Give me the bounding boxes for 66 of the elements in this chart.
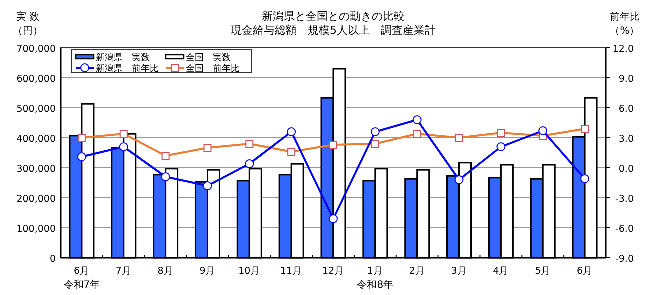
point <box>161 172 170 182</box>
x-tick-label: 6月 <box>577 266 594 277</box>
y-tick-label: 100,000 <box>16 224 56 235</box>
x-tick-label: 11月 <box>280 266 303 277</box>
y2-tick-label: 6.0 <box>618 104 634 115</box>
x-tick-label: 1月 <box>367 266 384 277</box>
legend-label: 全国 前年比 <box>186 64 240 74</box>
y-tick-label: 600,000 <box>16 74 56 85</box>
chart-title: 新潟県と全国との動きの比較 <box>262 10 405 23</box>
legend-label: 新潟県 前年比 <box>96 64 159 74</box>
point <box>581 125 590 133</box>
point <box>246 140 254 148</box>
y-axis-title: 実 数 <box>16 11 40 23</box>
text: （円） <box>13 26 43 37</box>
point <box>162 152 170 160</box>
point <box>412 116 422 124</box>
x-tick-label: 5月 <box>535 266 552 277</box>
y-tick-label: 500,000 <box>16 104 56 115</box>
x-tick-label: 6月 <box>74 266 90 277</box>
x-tick-label: 8月 <box>158 266 174 277</box>
point <box>330 141 338 149</box>
point <box>245 160 254 168</box>
legend-label: 全国 実数 <box>186 52 231 64</box>
point <box>287 128 296 136</box>
text: （%） <box>610 26 640 37</box>
point <box>580 174 590 184</box>
chart-subtitle: 現金給与総額 規模5人以上 調査産業計 <box>231 24 436 37</box>
point <box>371 140 380 148</box>
point <box>496 142 506 152</box>
y2-tick-label: -9.0 <box>615 254 634 265</box>
point <box>77 152 86 162</box>
x-tick-label: 9月 <box>200 266 216 277</box>
y2-tick-label: 0.0 <box>618 164 634 175</box>
x-tick-label: 2月 <box>409 266 426 277</box>
x-tick-label: 7月 <box>116 266 132 277</box>
point <box>454 176 464 184</box>
x-tick-label: 12月 <box>322 266 345 277</box>
y2-tick-label: -6.0 <box>615 224 634 235</box>
y-tick-label: 300,000 <box>16 164 56 175</box>
point <box>455 134 464 142</box>
point <box>119 142 128 152</box>
point <box>288 148 296 156</box>
y2-axis-title: 前年比 <box>610 11 640 23</box>
y2-tick-label: 3.0 <box>618 134 634 145</box>
point <box>538 126 548 136</box>
point <box>204 144 212 152</box>
point <box>413 130 422 138</box>
point <box>78 134 86 142</box>
text: 令和7年 <box>64 279 100 291</box>
point <box>370 128 380 136</box>
legend-label: 新潟県 実数 <box>96 52 150 64</box>
text: 令和8年 <box>357 279 394 291</box>
y2-tick-label: -3.0 <box>615 194 634 205</box>
x-tick-label: 4月 <box>493 266 510 277</box>
y-tick-label: 200,000 <box>16 194 56 205</box>
point <box>120 130 128 138</box>
y-tick-label: 0 <box>50 254 56 265</box>
point <box>203 182 212 190</box>
y-tick-label: 700,000 <box>16 44 56 55</box>
y-tick-label: 400,000 <box>16 134 56 145</box>
y2-tick-label: 9.0 <box>618 74 634 85</box>
x-tick-label: 3月 <box>451 266 468 277</box>
point <box>497 129 506 137</box>
x-tick-label: 10月 <box>238 266 261 277</box>
y2-tick-label: 12.0 <box>612 44 634 55</box>
point <box>329 214 338 224</box>
